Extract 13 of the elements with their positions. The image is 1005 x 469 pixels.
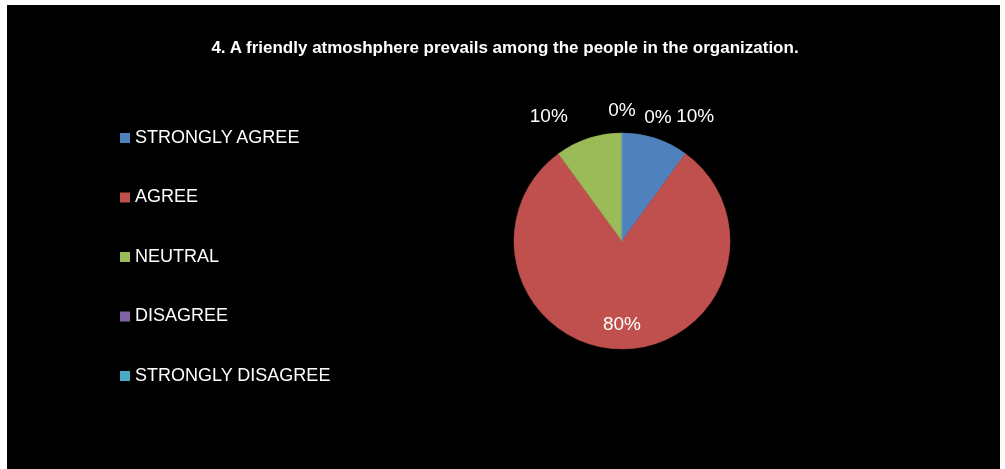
pie-slice bbox=[558, 132, 623, 242]
legend-label: STRONGLY AGREE bbox=[135, 126, 300, 147]
data-label: 10% bbox=[676, 105, 715, 127]
legend-label: STRONGLY DISAGREE bbox=[135, 364, 331, 385]
legend-label: NEUTRAL bbox=[135, 245, 220, 266]
legend-label: AGREE bbox=[135, 186, 199, 207]
chart-title: 4. A friendly atmoshphere prevails among the people in the organization. bbox=[211, 38, 799, 57]
pie-slice bbox=[513, 153, 731, 350]
legend-label: DISAGREE bbox=[135, 305, 229, 326]
data-label: 10% bbox=[529, 105, 568, 127]
data-label: 80% bbox=[602, 313, 642, 335]
text: 0% bbox=[608, 99, 636, 121]
text: 0% bbox=[644, 106, 672, 128]
